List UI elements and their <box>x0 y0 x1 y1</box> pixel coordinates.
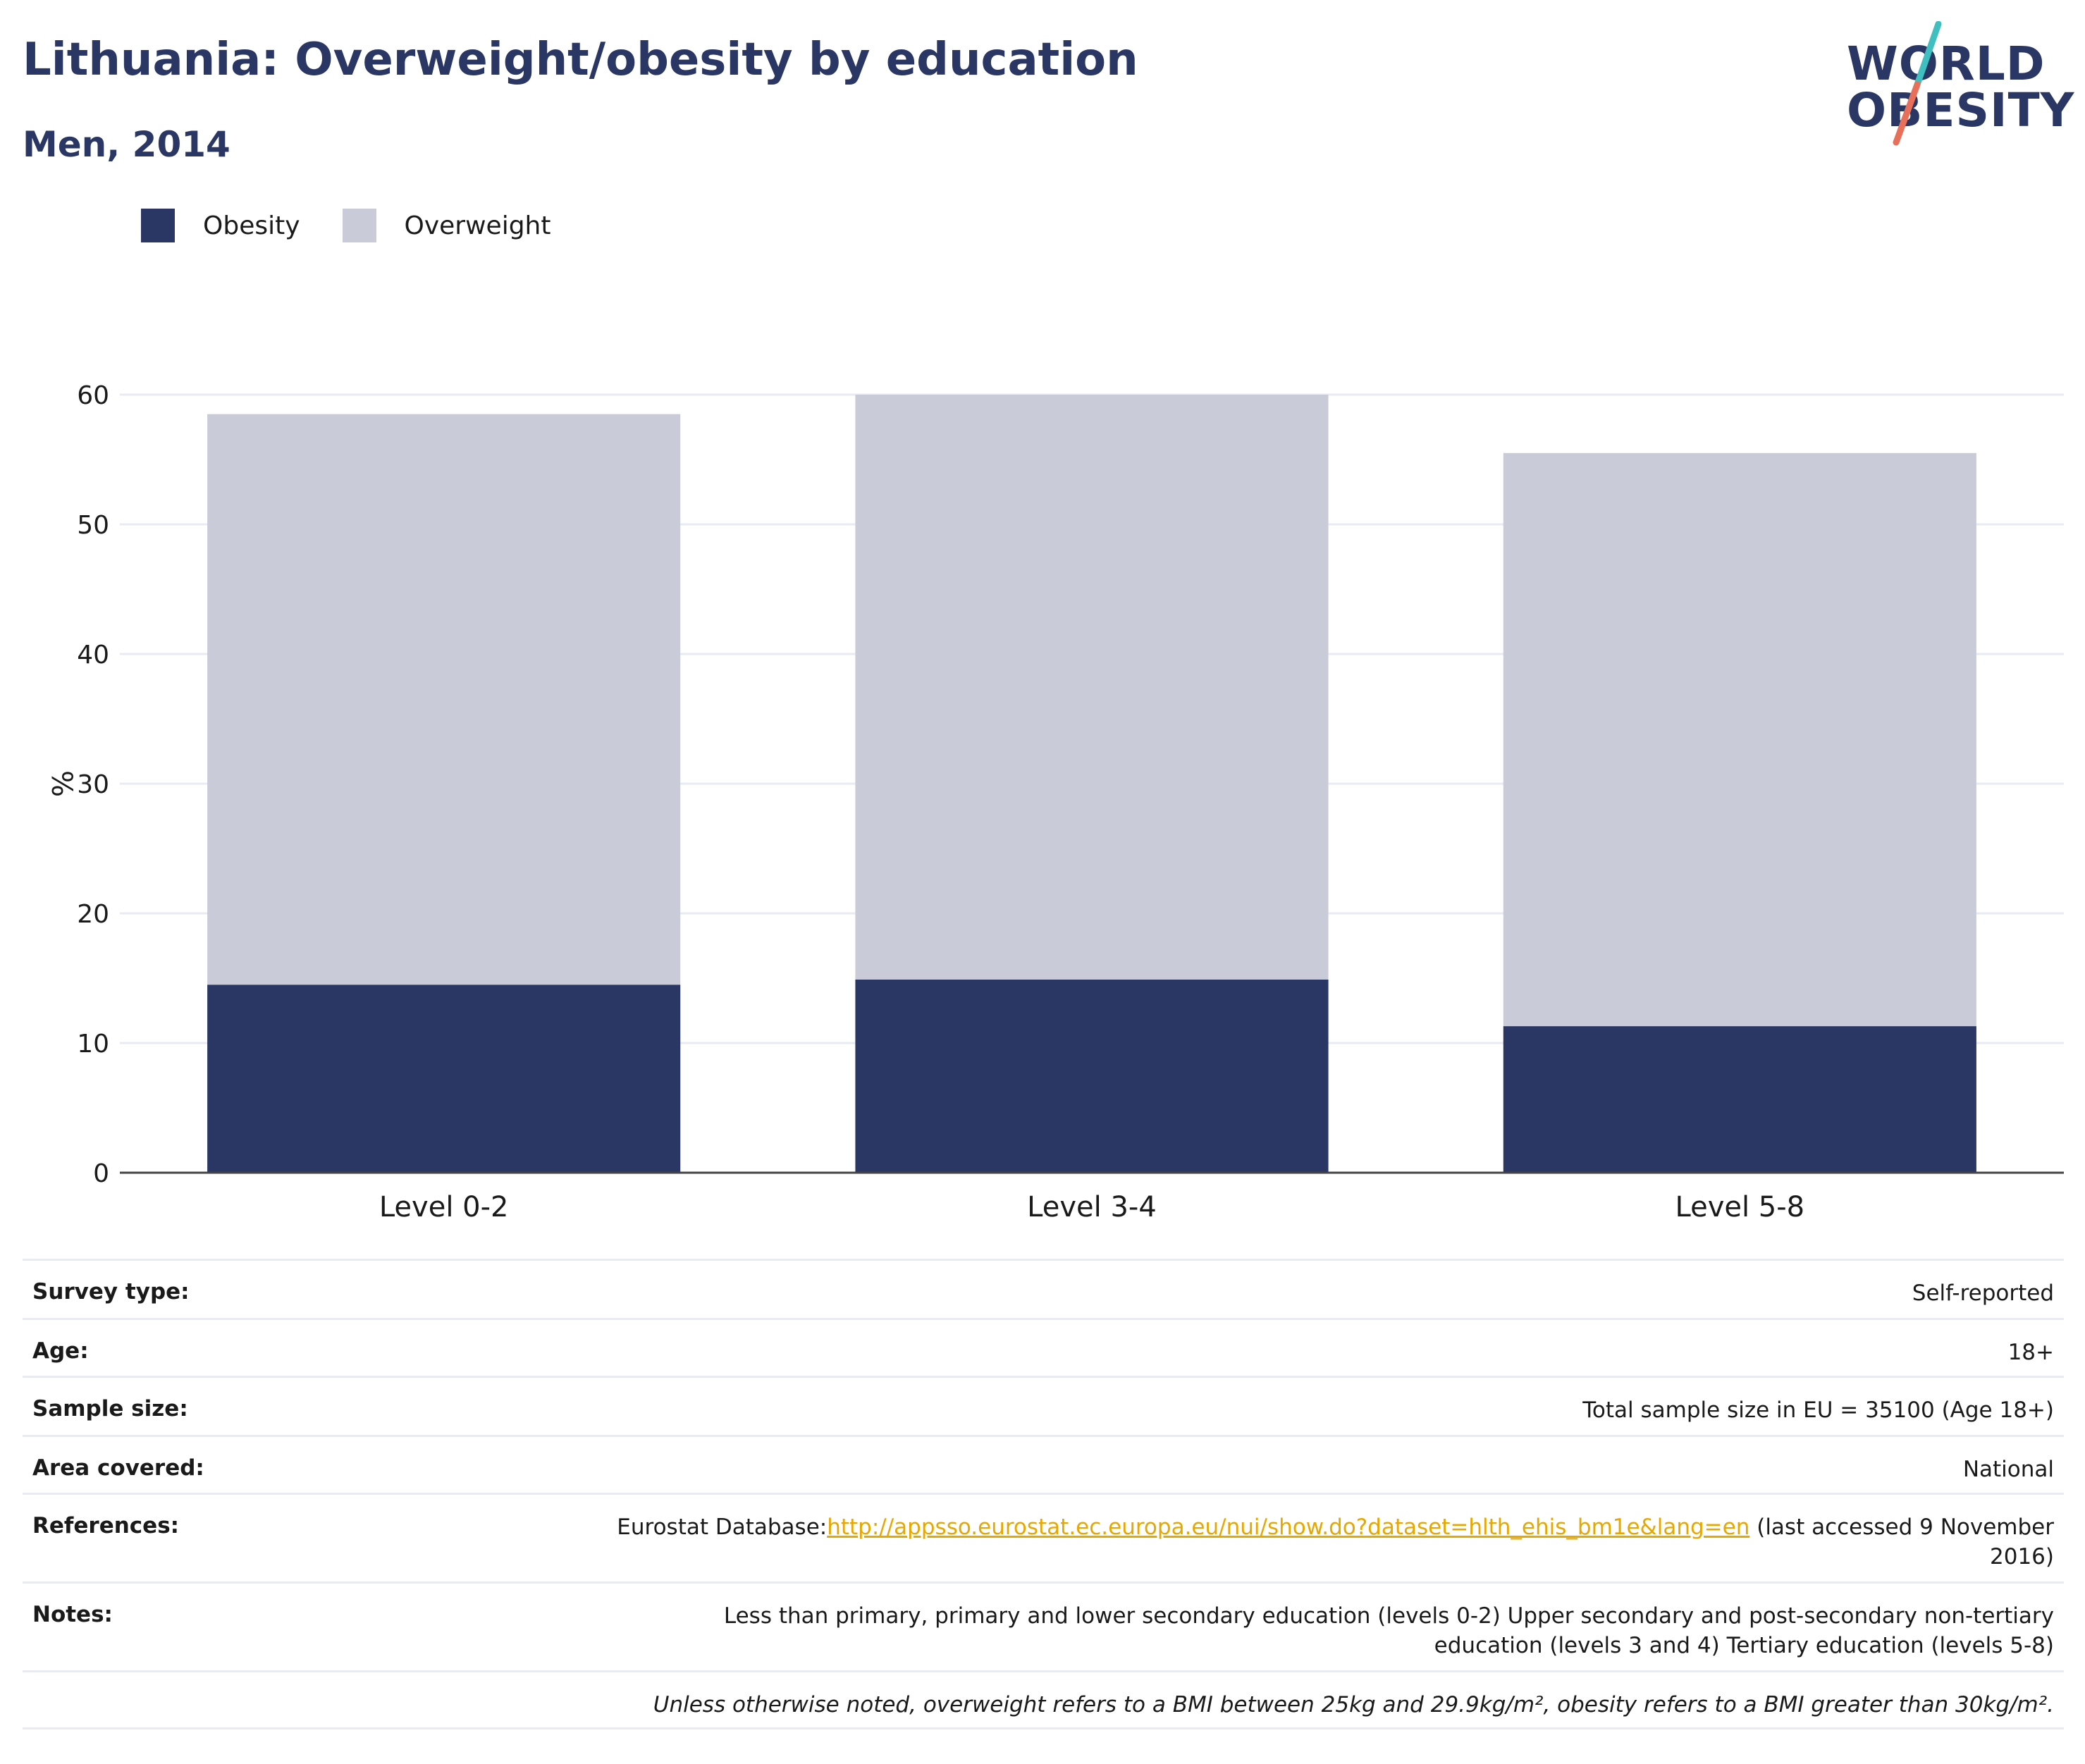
x-tick-label: Level 0-2 <box>379 1191 509 1223</box>
bmi-disclaimer: Unless otherwise noted, overweight refer… <box>653 1692 2054 1717</box>
bar-obesity-level-0-2[interactable] <box>207 985 681 1173</box>
world-obesity-logo: WORLD OBESITY <box>1840 21 2075 148</box>
survey-type-value: Self-reported <box>1912 1281 2054 1306</box>
logo-slash-icon <box>1893 21 1942 146</box>
stacked-bar-chart: 0 10 20 30 40 50 60 Level 0-2 Level 3-4 Level 5-… <box>45 381 2064 1223</box>
info-row-notes: Notes: Less than primary, primary and lo… <box>23 1581 2064 1670</box>
survey-info-table: Survey type: Self-reported Age: 18+ Samp… <box>23 1259 2064 1729</box>
info-row-sample-size: Sample size: Total sample size in EU = 3… <box>23 1376 2064 1435</box>
sample-size-value: Total sample size in EU = 35100 (Age 18+… <box>1582 1398 2054 1423</box>
area-covered-value: National <box>1962 1457 2054 1482</box>
references-prefix: Eurostat Database: <box>617 1515 828 1540</box>
bar-overweight-level-3-4[interactable] <box>855 395 1329 980</box>
survey-type-label: Survey type: <box>32 1279 190 1305</box>
x-axis-categories: Level 0-2 Level 3-4 Level 5-8 <box>379 1191 1804 1223</box>
references-value: Eurostat Database:http://appsso.eurostat… <box>609 1513 2054 1572</box>
x-tick-label: Level 5-8 <box>1675 1191 1805 1223</box>
info-row-disclaimer: Unless otherwise noted, overweight refer… <box>23 1670 2064 1729</box>
chart-legend: Obesity Overweight <box>141 209 593 242</box>
eurostat-link[interactable]: http://appsso.eurostat.ec.europa.eu/nui/… <box>827 1515 1750 1540</box>
x-tick-label: Level 3-4 <box>1027 1191 1157 1223</box>
info-row-age: Age: 18+ <box>23 1318 2064 1376</box>
legend-swatch-overweight <box>342 209 376 242</box>
legend-item-overweight[interactable]: Overweight <box>342 209 551 242</box>
bar-overweight-level-0-2[interactable] <box>207 414 681 985</box>
area-covered-label: Area covered: <box>32 1455 204 1481</box>
y-axis-ticks: 0 10 20 30 40 50 60 <box>77 381 109 1188</box>
info-row-survey-type: Survey type: Self-reported <box>23 1259 2064 1318</box>
y-tick-label: 60 <box>77 381 109 410</box>
legend-label-obesity: Obesity <box>203 211 300 240</box>
sample-size-label: Sample size: <box>32 1396 188 1421</box>
legend-label-overweight: Overweight <box>404 211 551 240</box>
legend-swatch-obesity <box>141 209 175 242</box>
y-tick-label: 40 <box>77 641 109 670</box>
notes-value: Less than primary, primary and lower sec… <box>723 1603 2054 1658</box>
age-label: Age: <box>32 1338 89 1364</box>
chart-title: Lithuania: Overweight/obesity by educati… <box>23 34 1138 86</box>
y-tick-label: 10 <box>77 1030 109 1059</box>
chart-subtitle: Men, 2014 <box>23 124 230 165</box>
info-row-references: References: Eurostat Database:http://app… <box>23 1493 2064 1581</box>
notes-label: Notes: <box>32 1602 113 1627</box>
references-suffix: (last accessed 9 November 2016) <box>1749 1515 2054 1569</box>
y-tick-label: 0 <box>93 1159 109 1188</box>
references-label: References: <box>32 1513 180 1538</box>
chart-bars <box>207 395 1976 1173</box>
bar-overweight-level-5-8[interactable] <box>1503 452 1976 1027</box>
logo-line-obesity: OBESITY <box>1847 83 2075 137</box>
age-value: 18+ <box>2007 1340 2054 1365</box>
legend-item-obesity[interactable]: Obesity <box>141 209 300 242</box>
bar-obesity-level-3-4[interactable] <box>855 979 1329 1173</box>
y-tick-label: 50 <box>77 511 109 540</box>
y-tick-label: 30 <box>77 770 109 799</box>
info-row-area-covered: Area covered: National <box>23 1435 2064 1493</box>
y-tick-label: 20 <box>77 900 109 929</box>
bar-obesity-level-5-8[interactable] <box>1503 1026 1976 1173</box>
logo-line-world: WORLD <box>1847 37 2046 91</box>
y-axis-label: % <box>45 770 78 797</box>
